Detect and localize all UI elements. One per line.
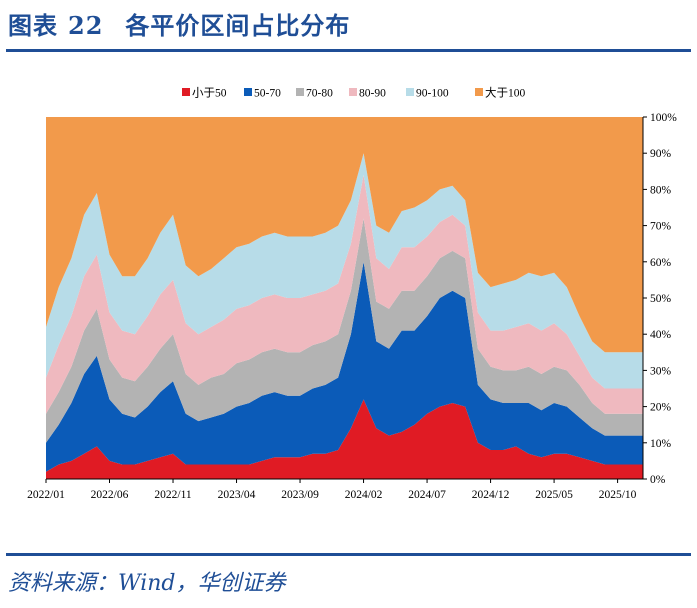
x-tick-label: 2023/04 <box>218 489 256 501</box>
legend-swatch-2 <box>296 88 304 96</box>
x-tick-label: 2022/01 <box>27 489 65 501</box>
title-divider <box>6 49 691 52</box>
y-tick-label: 100% <box>650 112 677 124</box>
legend-label-1: 50-70 <box>254 88 281 100</box>
figure-number: 22 <box>68 11 104 40</box>
y-tick-label: 50% <box>650 293 672 305</box>
y-tick-label: 20% <box>650 402 672 414</box>
x-tick-label: 2024/07 <box>408 489 446 501</box>
y-tick-label: 60% <box>650 257 672 269</box>
area-series-5 <box>46 117 643 353</box>
x-tick-label: 2023/09 <box>281 489 319 501</box>
y-tick-label: 10% <box>650 438 672 450</box>
area-series-0 <box>46 399 643 479</box>
legend: 小于50 50-70 70-80 80-90 90-100 大于100 <box>182 86 525 100</box>
x-tick-label: 2025/05 <box>535 489 573 501</box>
area-series-4 <box>46 153 643 389</box>
y-tick-label: 30% <box>650 365 672 377</box>
x-tick-label: 2022/06 <box>91 489 129 501</box>
x-tick-label: 2022/11 <box>154 489 192 501</box>
legend-swatch-1 <box>244 88 252 96</box>
area-layers <box>46 117 643 479</box>
figure-title-text: 各平价区间占比分布 <box>125 12 351 40</box>
x-tick-label: 2024/12 <box>472 489 510 501</box>
legend-label-3: 80-90 <box>359 88 386 100</box>
legend-label-4: 90-100 <box>416 88 449 100</box>
legend-swatch-4 <box>406 88 414 96</box>
y-tick-label: 90% <box>650 148 672 160</box>
area-series-3 <box>46 174 643 414</box>
legend-label-5: 大于100 <box>485 86 525 100</box>
legend-label-2: 70-80 <box>306 88 333 100</box>
y-tick-label: 80% <box>650 184 672 196</box>
axes: 0% 10% 20% 30% 40% 50% 60% 70% 80% 90% 100% 2022/01… <box>27 112 677 501</box>
y-tick-label: 0% <box>650 474 666 486</box>
stacked-area-chart: 0% 10% 20% 30% 40% 50% 60% 70% 80% 90% 100% 2022/01… <box>27 86 677 502</box>
y-tick-label: 40% <box>650 329 672 341</box>
y-tick-label: 70% <box>650 221 672 233</box>
legend-swatch-0 <box>182 88 190 96</box>
source-note: 资料来源：Wind，华创证券 <box>8 571 286 596</box>
x-tick-label: 2024/02 <box>345 489 383 501</box>
figure-title: 图表 22 各平价区间占比分布 <box>8 6 350 41</box>
area-series-1 <box>46 261 643 472</box>
area-series-2 <box>46 218 643 443</box>
legend-swatch-5 <box>475 88 483 96</box>
figure-label: 图表 <box>8 12 58 40</box>
legend-swatch-3 <box>349 88 357 96</box>
x-tick-label: 2025/10 <box>599 489 637 501</box>
legend-label-0: 小于50 <box>192 87 227 100</box>
footer-divider <box>6 553 691 556</box>
